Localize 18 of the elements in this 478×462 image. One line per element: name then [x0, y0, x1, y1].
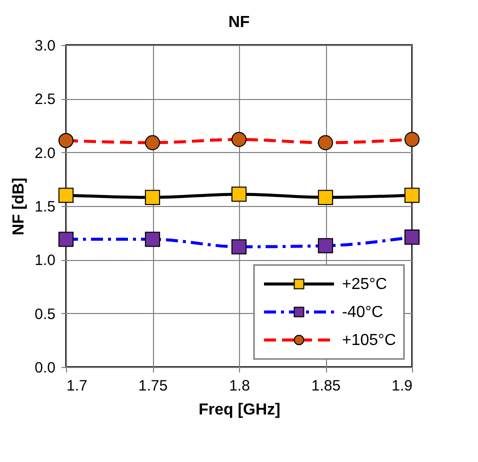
x-tick-label: 1.7 — [66, 378, 88, 394]
y-tick-label: 3.0 — [34, 38, 56, 54]
legend-label: +25°C — [342, 276, 388, 293]
x-tick-label: 1.8 — [229, 378, 250, 394]
y-tick-label: 0.0 — [34, 360, 56, 376]
y-axis-title: NF [dB] — [10, 178, 28, 236]
x-axis-title: Freq [GHz] — [198, 402, 280, 418]
y-tick-label: 1.5 — [34, 198, 56, 216]
legend-label: -40°C — [342, 304, 384, 321]
x-tick-label: 1.9 — [392, 378, 412, 394]
x-tick-label: 1.85 — [311, 378, 341, 394]
y-tick-label: 1.0 — [34, 252, 56, 270]
x-tick-label: 1.75 — [138, 378, 168, 394]
y-tick-label: 2.0 — [34, 144, 56, 162]
legend-label: +105°C — [342, 332, 396, 349]
y-tick-label: 0.5 — [34, 306, 56, 323]
y-tick-label: 2.5 — [34, 91, 56, 108]
chart-title: NF — [228, 14, 250, 31]
